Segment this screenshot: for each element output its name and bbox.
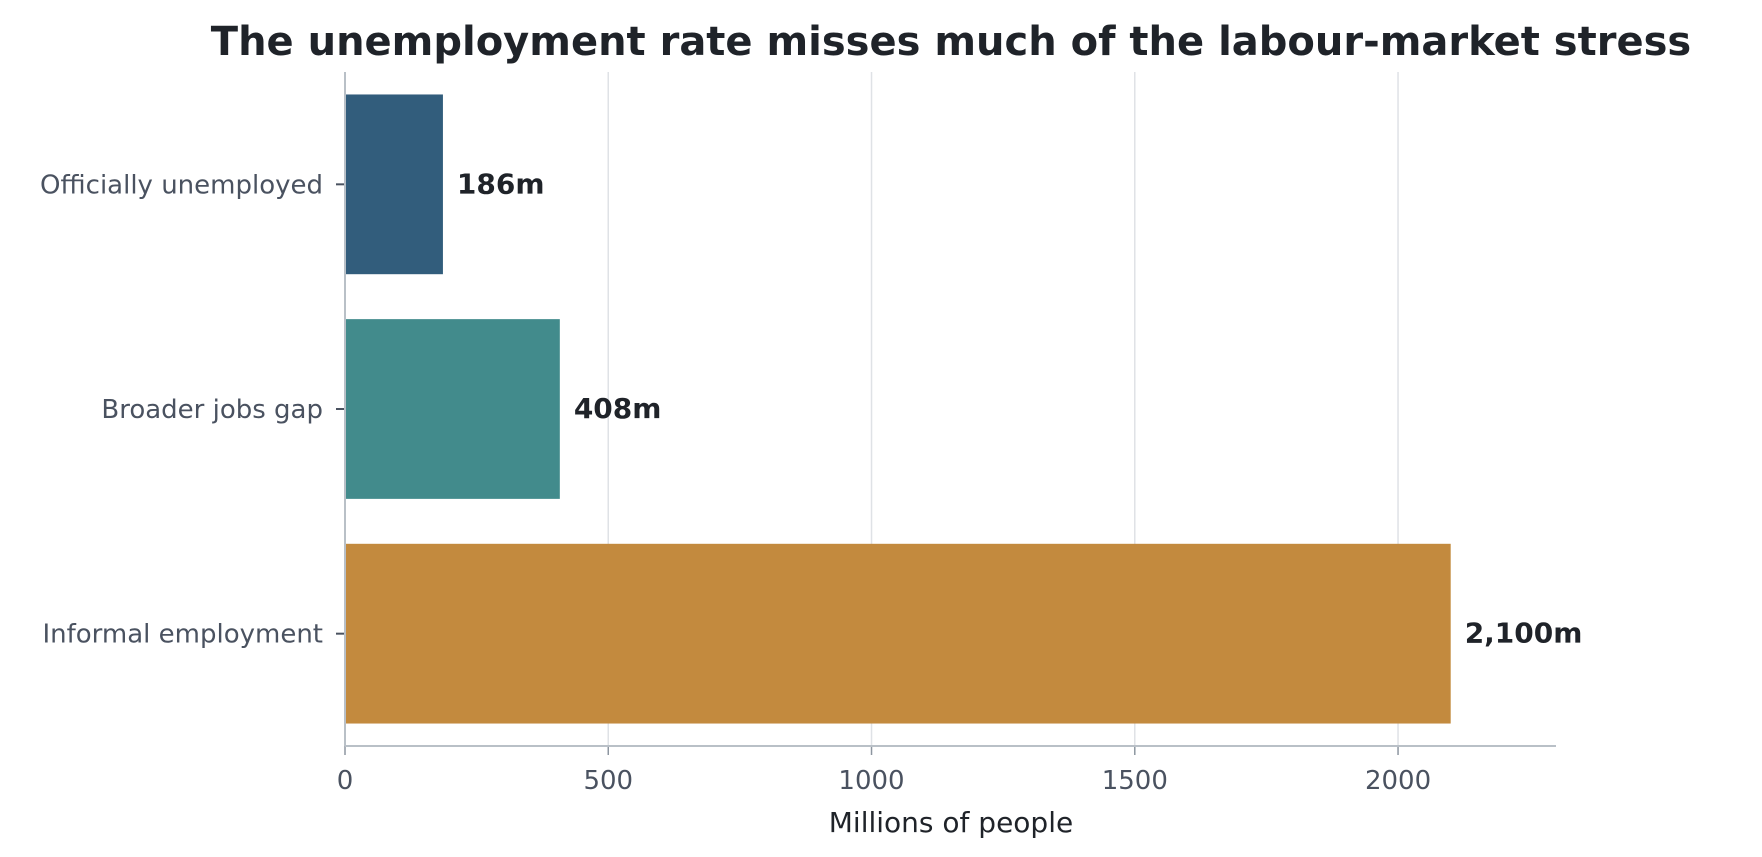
x-axis-title: Millions of people (829, 806, 1073, 839)
bar-value-label: 186m (457, 167, 545, 200)
y-category-label: Informal employment (42, 620, 323, 650)
bar (345, 319, 560, 499)
bar (345, 543, 1451, 724)
bars (345, 94, 1451, 724)
x-tick-label: 2000 (1365, 766, 1431, 796)
y-category-label: Officially unemployed (40, 170, 323, 200)
chart-title: The unemployment rate misses much of the… (211, 19, 1691, 65)
bar-value-label: 2,100m (1465, 617, 1583, 650)
axes: 0 500 1000 1500 2000 Officially unemployed Bro… (40, 72, 1556, 796)
x-tick-label: 500 (583, 766, 633, 796)
bar-value-label: 408m (574, 392, 662, 425)
x-tick-label: 0 (337, 766, 354, 796)
data-labels: 186m 408m 2,100m (457, 167, 1583, 649)
x-tick-label: 1000 (838, 766, 904, 796)
bar (345, 94, 443, 275)
x-tick-label: 1500 (1102, 766, 1168, 796)
y-category-label: Broader jobs gap (101, 395, 323, 425)
